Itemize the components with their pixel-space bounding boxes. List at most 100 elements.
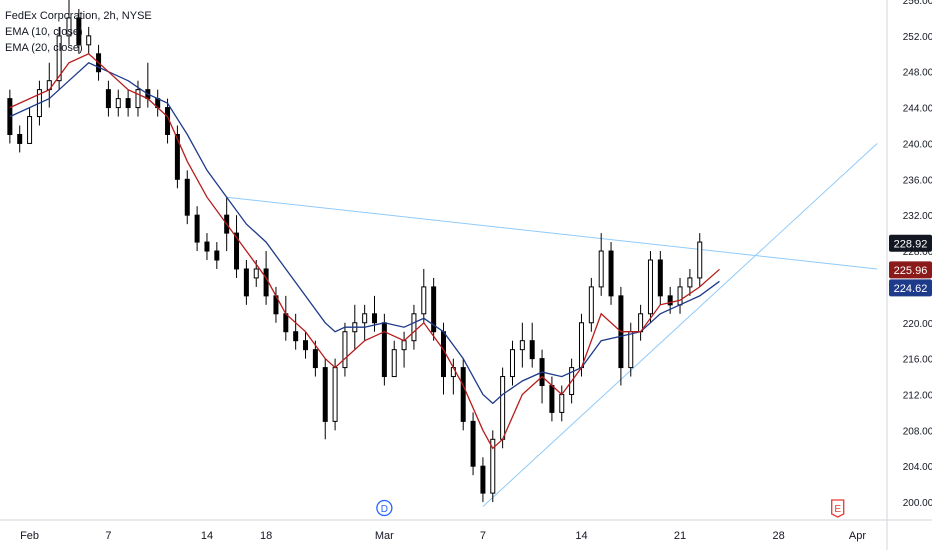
candle: [184, 170, 190, 225]
candle: [105, 80, 111, 117]
candle: [421, 268, 427, 323]
y-tick-label: 208.00: [903, 426, 932, 437]
candle-body: [559, 393, 565, 413]
candle-body: [174, 133, 180, 180]
candle: [608, 242, 614, 305]
event-letter: D: [381, 504, 388, 515]
y-tick-label: 232.00: [903, 211, 932, 222]
x-tick-label: 21: [674, 530, 686, 542]
price-badge-value: 228.92: [894, 238, 928, 250]
candle-body: [303, 340, 309, 351]
price-badge: 225.96: [889, 261, 932, 279]
y-tick-label: 204.00: [903, 462, 932, 473]
candle: [204, 233, 210, 260]
price-badges: 228.92 225.96 224.62: [889, 234, 932, 297]
candle-body: [105, 89, 111, 109]
candle-body: [293, 331, 299, 342]
candlesticks: [7, 0, 703, 503]
candle: [293, 313, 299, 350]
y-tick-label: 200.00: [903, 498, 932, 509]
candle-body: [66, 17, 72, 37]
candle: [431, 277, 437, 341]
candle: [174, 125, 180, 189]
candle-body: [214, 250, 220, 261]
candle: [234, 215, 240, 278]
ema10-line: [9, 53, 720, 450]
axes: 200.00 204.00 208.00 212.00 216.00 220.00 224.…: [20, 0, 932, 542]
candle: [214, 242, 220, 269]
event-letter: E: [834, 504, 841, 515]
candle: [677, 277, 683, 314]
candle: [303, 331, 309, 359]
candle: [401, 331, 407, 368]
candle-body: [519, 340, 525, 351]
candle-body: [687, 277, 693, 288]
candle-body: [194, 214, 200, 243]
candle-body: [86, 35, 92, 46]
x-tick-label: Apr: [849, 530, 866, 542]
candle: [687, 268, 693, 296]
candle-body: [372, 313, 378, 324]
candle-body: [56, 35, 62, 82]
candle-body: [549, 385, 555, 413]
candle: [243, 260, 249, 305]
x-tick-label: 14: [575, 530, 587, 542]
earnings-marker: [831, 499, 845, 518]
candle-body: [391, 349, 397, 378]
candle-body: [500, 376, 506, 440]
candle: [372, 295, 378, 332]
candle: [46, 62, 52, 108]
candle-body: [17, 133, 23, 144]
price-badge-value: 224.62: [894, 283, 928, 295]
candle-body: [204, 241, 210, 252]
candle-body: [263, 268, 269, 297]
candle-body: [342, 331, 348, 369]
x-tick-label: Mar: [375, 530, 394, 542]
candle-body: [411, 313, 417, 342]
symbol-title[interactable]: FedEx Corporation, 2h, NYSE: [5, 10, 152, 22]
y-tick-label: 236.00: [903, 175, 932, 186]
candle-body: [253, 268, 259, 279]
ema20-legend[interactable]: EMA (20, close): [5, 42, 83, 54]
candle: [76, 8, 82, 54]
candle-body: [7, 98, 13, 135]
candle-body: [283, 313, 289, 333]
candle: [155, 89, 161, 117]
candle: [638, 304, 644, 341]
candle-body: [27, 116, 33, 144]
price-badge: 228.92: [889, 234, 932, 252]
candle-body: [312, 349, 318, 369]
candle: [559, 385, 565, 422]
candle-body: [401, 340, 407, 351]
candle-body: [490, 438, 496, 494]
candle: [115, 89, 121, 117]
price-badge-bg: [889, 279, 932, 297]
candle-body: [125, 98, 131, 109]
candle-body: [588, 286, 594, 324]
price-badge-value: 225.96: [894, 265, 928, 277]
ema10-legend[interactable]: EMA (10, close): [5, 26, 83, 38]
candle-body: [697, 241, 703, 279]
y-tick-label: 240.00: [903, 139, 932, 150]
ema-lines: [9, 53, 720, 450]
price-badge-bg: [889, 261, 932, 279]
candle-body: [135, 89, 141, 109]
candle-body: [529, 340, 535, 360]
candle: [194, 206, 200, 252]
candle: [411, 304, 417, 350]
candle: [480, 457, 486, 503]
candle: [509, 340, 515, 386]
y-tick-label: 244.00: [903, 104, 932, 115]
x-tick-label: 14: [201, 530, 213, 542]
candle-body: [421, 286, 427, 315]
candle: [312, 340, 318, 377]
candle: [322, 358, 328, 440]
x-tick-label: 28: [772, 530, 784, 542]
y-tick-label: 248.00: [903, 68, 932, 79]
candle: [56, 26, 62, 90]
x-tick-label: Feb: [20, 530, 39, 542]
candle-body: [608, 250, 614, 297]
candle-body: [578, 322, 584, 369]
